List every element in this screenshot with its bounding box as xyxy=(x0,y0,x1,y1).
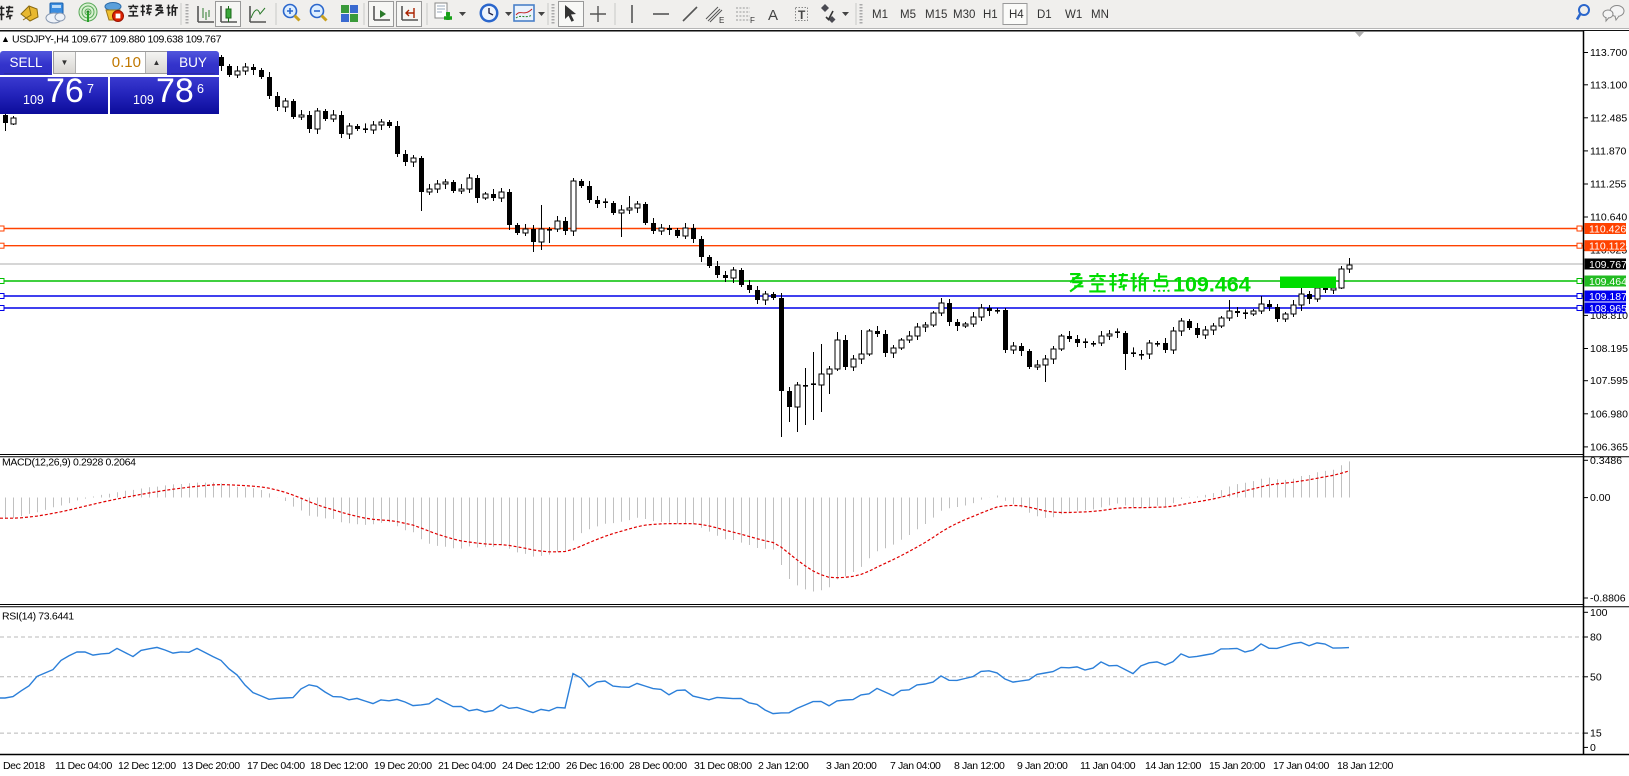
svg-text:9 Jan 20:00: 9 Jan 20:00 xyxy=(1017,760,1068,772)
svg-text:H1: H1 xyxy=(983,9,998,21)
svg-text:112.485: 112.485 xyxy=(1590,112,1627,124)
svg-text:T: T xyxy=(798,8,806,22)
svg-text:109.767: 109.767 xyxy=(1589,259,1627,271)
svg-text:111.255: 111.255 xyxy=(1590,179,1627,191)
svg-text:8 Jan 12:00: 8 Jan 12:00 xyxy=(954,760,1005,772)
svg-text:21 Dec 04:00: 21 Dec 04:00 xyxy=(438,760,496,772)
svg-text:-0.8806: -0.8806 xyxy=(1590,593,1626,605)
svg-text:13 Dec 20:00: 13 Dec 20:00 xyxy=(182,760,240,772)
svg-text:100: 100 xyxy=(1590,607,1608,619)
svg-text:26 Dec 16:00: 26 Dec 16:00 xyxy=(566,760,624,772)
svg-text:2 Jan 12:00: 2 Jan 12:00 xyxy=(758,760,809,772)
svg-text:A: A xyxy=(768,7,778,24)
svg-text:113.100: 113.100 xyxy=(1590,79,1627,91)
svg-text:W1: W1 xyxy=(1065,9,1082,21)
svg-text:3 Jan 20:00: 3 Jan 20:00 xyxy=(826,760,877,772)
svg-text:11 Dec 04:00: 11 Dec 04:00 xyxy=(55,760,112,772)
svg-text:12 Dec 12:00: 12 Dec 12:00 xyxy=(118,760,176,772)
svg-text:M5: M5 xyxy=(900,9,916,21)
svg-text:▲: ▲ xyxy=(1,34,10,44)
svg-text:Dec 2018: Dec 2018 xyxy=(3,760,45,772)
svg-text:24 Dec 12:00: 24 Dec 12:00 xyxy=(502,760,560,772)
svg-text:109.464: 109.464 xyxy=(1589,276,1627,288)
svg-text:F: F xyxy=(750,16,755,25)
svg-text:15: 15 xyxy=(1590,728,1602,740)
svg-text:M30: M30 xyxy=(953,9,975,21)
svg-text:18 Jan 12:00: 18 Jan 12:00 xyxy=(1337,760,1393,772)
svg-text:MN: MN xyxy=(1091,9,1109,21)
svg-text:31 Dec 08:00: 31 Dec 08:00 xyxy=(694,760,752,772)
svg-text:11 Jan 04:00: 11 Jan 04:00 xyxy=(1080,760,1136,772)
svg-text:7 Jan 04:00: 7 Jan 04:00 xyxy=(890,760,941,772)
svg-text:106.365: 106.365 xyxy=(1590,441,1628,453)
svg-text:USDJPY-,H4 109.677 109.880 10: USDJPY-,H4 109.677 109.880 109.638 109.7… xyxy=(12,34,222,46)
svg-text:111.870: 111.870 xyxy=(1590,145,1627,157)
svg-text:MACD(12,26,9) 0.2928 0.2064: MACD(12,26,9) 0.2928 0.2064 xyxy=(2,457,136,469)
svg-text:106.980: 106.980 xyxy=(1590,408,1628,420)
svg-text:107.595: 107.595 xyxy=(1590,375,1628,387)
svg-text:109.464: 109.464 xyxy=(1173,273,1251,297)
svg-text:RSI(14) 73.6441: RSI(14) 73.6441 xyxy=(2,611,74,623)
svg-text:113.700: 113.700 xyxy=(1590,47,1627,59)
svg-text:M15: M15 xyxy=(925,9,947,21)
svg-text:108.195: 108.195 xyxy=(1590,343,1628,355)
svg-text:17 Dec 04:00: 17 Dec 04:00 xyxy=(247,760,305,772)
svg-text:E: E xyxy=(719,16,724,25)
svg-text:18 Dec 12:00: 18 Dec 12:00 xyxy=(310,760,368,772)
svg-text:0.00: 0.00 xyxy=(1590,492,1611,504)
svg-text:28 Dec 00:00: 28 Dec 00:00 xyxy=(629,760,687,772)
svg-text:19 Dec 20:00: 19 Dec 20:00 xyxy=(374,760,432,772)
svg-text:108.965: 108.965 xyxy=(1589,303,1627,315)
svg-text:80: 80 xyxy=(1590,632,1602,644)
svg-text:110.426: 110.426 xyxy=(1589,223,1626,235)
svg-text:14 Jan 12:00: 14 Jan 12:00 xyxy=(1145,760,1201,772)
svg-text:15 Jan 20:00: 15 Jan 20:00 xyxy=(1209,760,1265,772)
svg-text:0: 0 xyxy=(1590,742,1596,754)
svg-text:H4: H4 xyxy=(1009,9,1024,21)
svg-text:50: 50 xyxy=(1590,671,1602,683)
svg-text:M1: M1 xyxy=(872,9,888,21)
svg-text:0.3486: 0.3486 xyxy=(1590,455,1622,467)
svg-text:110.112: 110.112 xyxy=(1589,241,1626,253)
svg-text:17 Jan 04:00: 17 Jan 04:00 xyxy=(1273,760,1329,772)
svg-text:109.187: 109.187 xyxy=(1589,291,1627,303)
svg-text:110.640: 110.640 xyxy=(1590,212,1627,224)
svg-text:D1: D1 xyxy=(1037,9,1052,21)
